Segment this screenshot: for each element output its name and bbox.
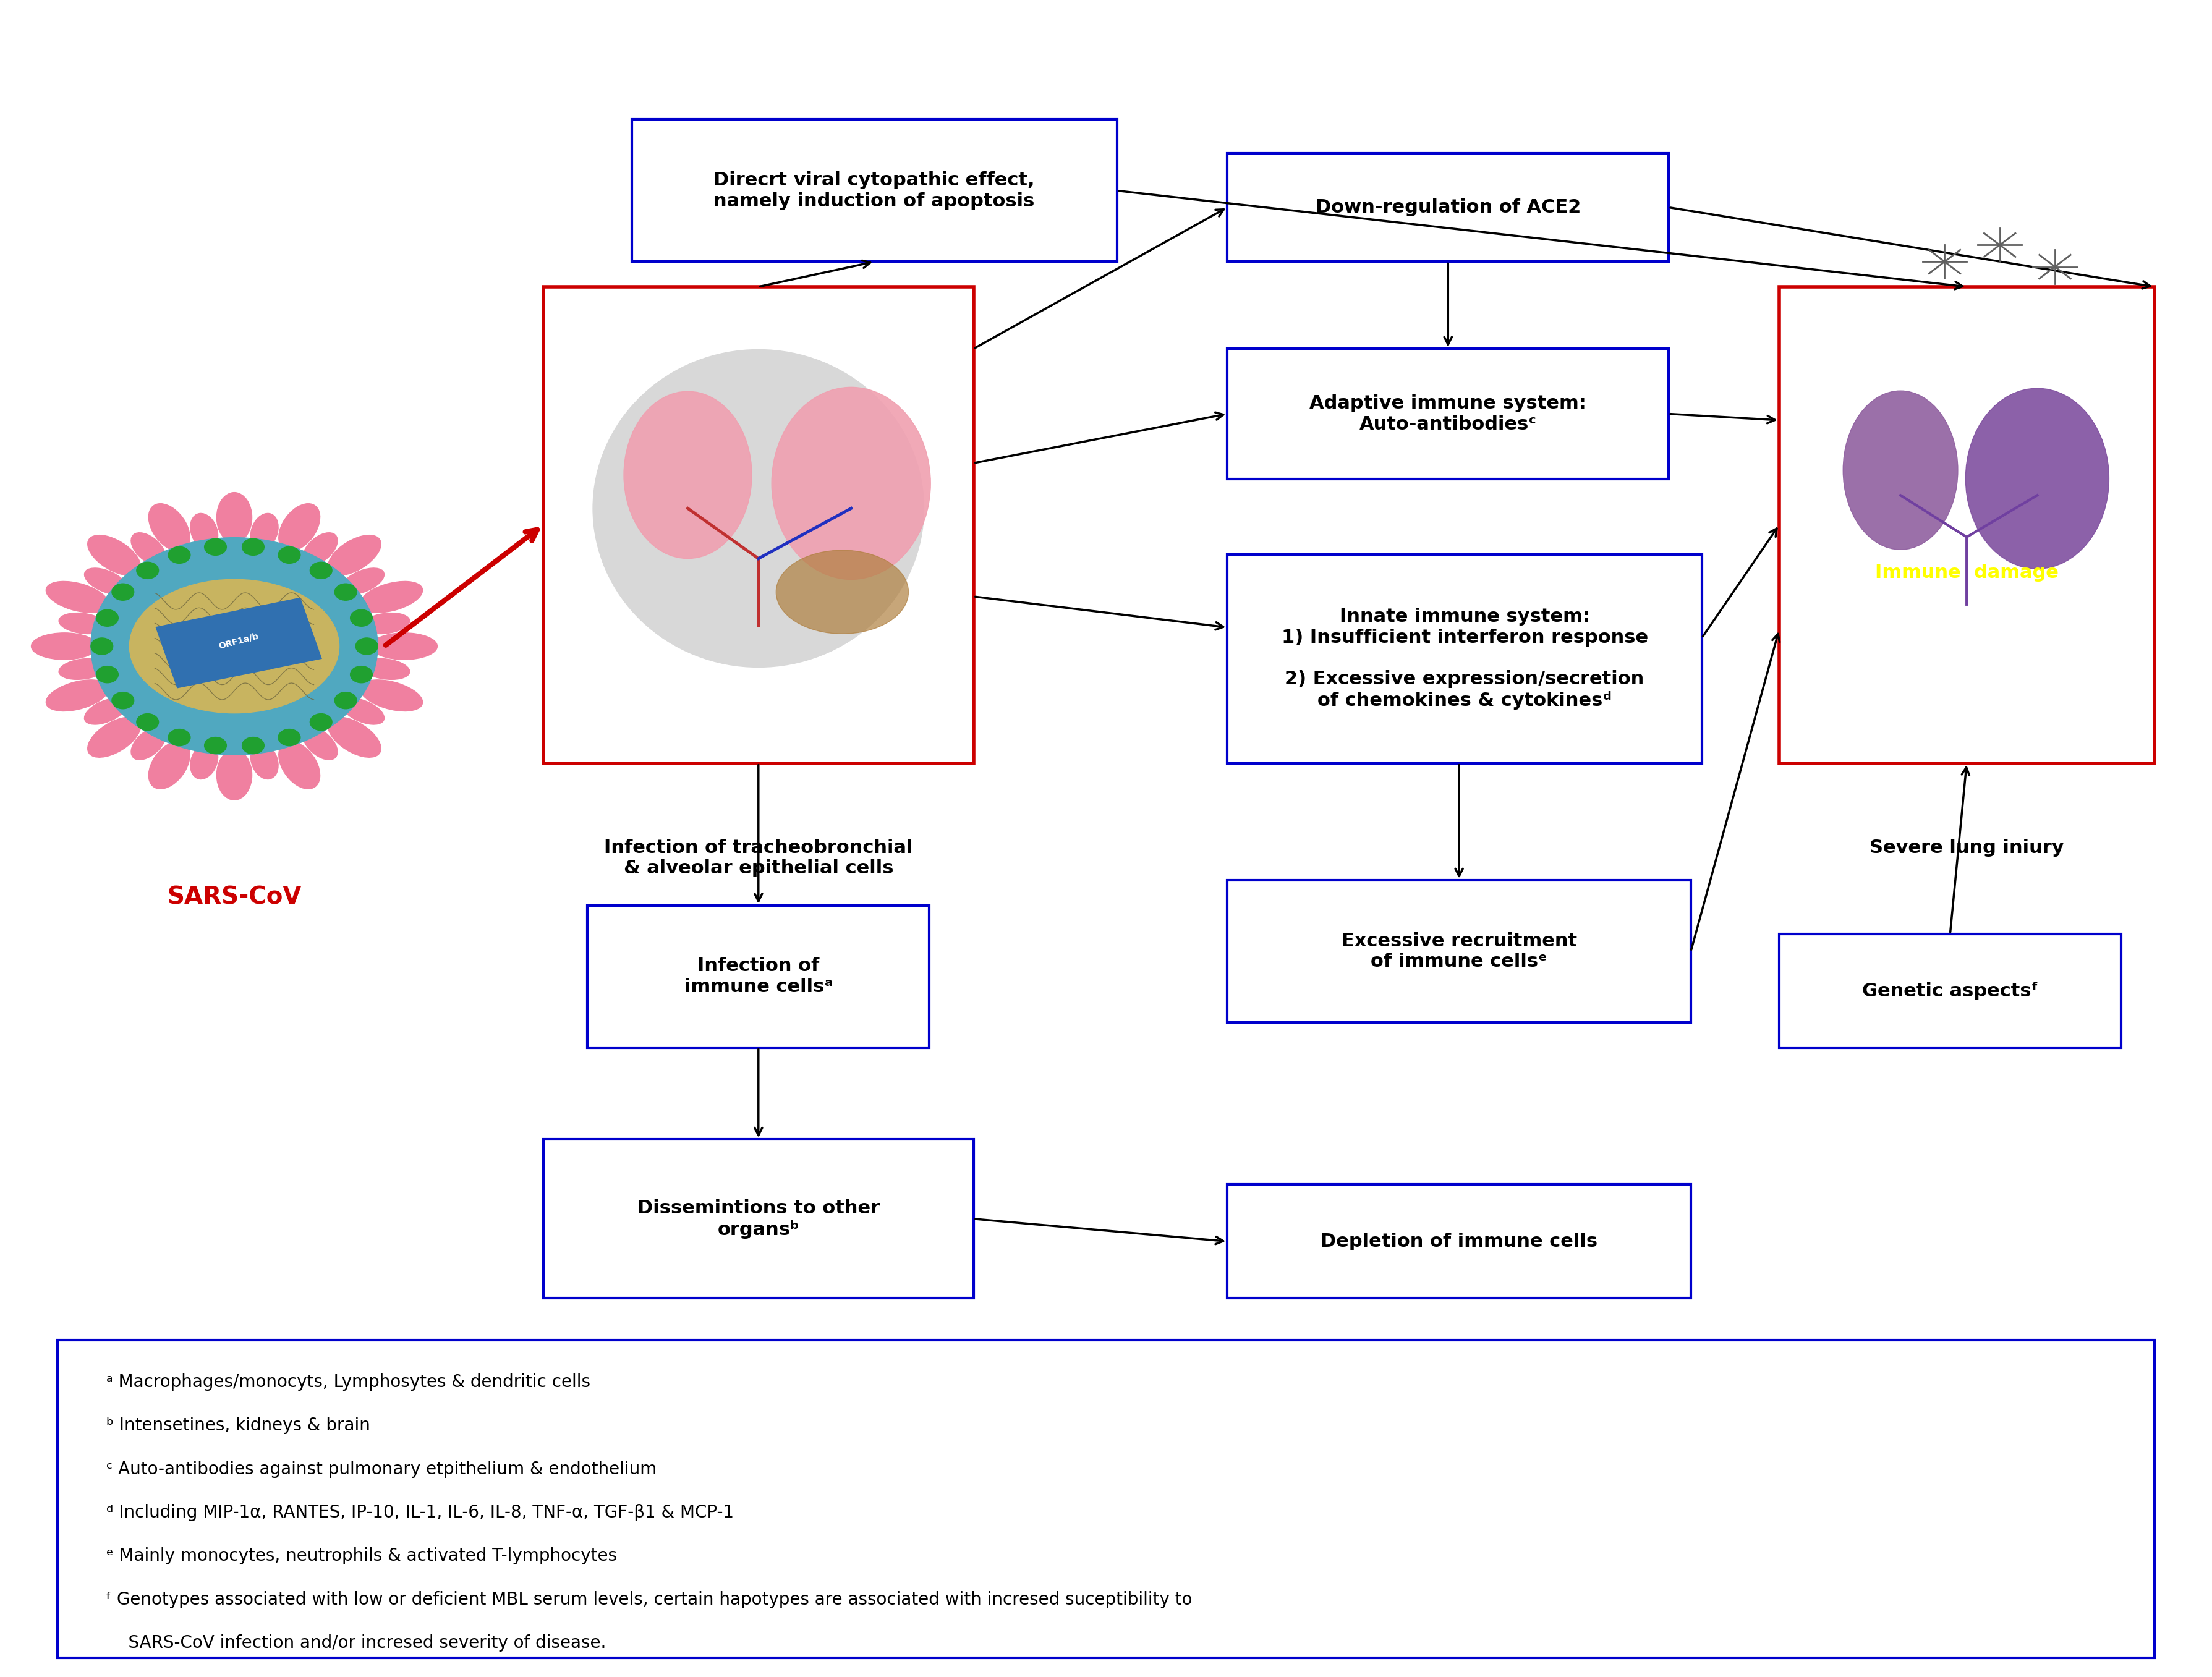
- FancyBboxPatch shape: [544, 1139, 973, 1298]
- Circle shape: [91, 538, 378, 755]
- Ellipse shape: [46, 679, 108, 711]
- FancyBboxPatch shape: [1228, 1184, 1690, 1298]
- Text: Immune  damage: Immune damage: [1876, 563, 2059, 582]
- FancyBboxPatch shape: [588, 906, 929, 1048]
- Ellipse shape: [1843, 391, 1958, 550]
- Ellipse shape: [1966, 389, 2108, 569]
- Text: Dissemintions to other
organsᵇ: Dissemintions to other organsᵇ: [637, 1199, 880, 1239]
- Circle shape: [95, 666, 117, 683]
- Circle shape: [310, 714, 332, 731]
- Ellipse shape: [31, 632, 97, 659]
- Ellipse shape: [88, 535, 142, 575]
- Ellipse shape: [341, 569, 385, 594]
- Ellipse shape: [372, 632, 438, 659]
- Circle shape: [241, 738, 263, 755]
- Ellipse shape: [363, 659, 409, 679]
- Circle shape: [95, 610, 117, 626]
- Circle shape: [334, 693, 356, 709]
- Circle shape: [241, 538, 263, 555]
- Text: Adaptive immune system:
Auto-antibodiesᶜ: Adaptive immune system: Auto-antibodiesᶜ: [1310, 394, 1586, 433]
- Text: ORF1a/b: ORF1a/b: [217, 632, 259, 651]
- Circle shape: [334, 584, 356, 600]
- Text: ᶠ Genotypes associated with low or deficient MBL serum levels, certain hapotypes: ᶠ Genotypes associated with low or defic…: [106, 1591, 1192, 1608]
- Circle shape: [113, 584, 135, 600]
- Ellipse shape: [303, 533, 338, 565]
- Ellipse shape: [279, 741, 321, 788]
- Text: ᵉ Mainly monocytes, neutrophils & activated T-lymphocytes: ᵉ Mainly monocytes, neutrophils & activa…: [106, 1548, 617, 1565]
- Text: Severe lung iniury: Severe lung iniury: [1869, 838, 2064, 857]
- Ellipse shape: [327, 718, 380, 758]
- Ellipse shape: [88, 718, 142, 758]
- Circle shape: [349, 610, 372, 626]
- Text: Excessive recruitment
of immune cellsᵉ: Excessive recruitment of immune cellsᵉ: [1340, 932, 1577, 971]
- Ellipse shape: [46, 582, 108, 612]
- FancyBboxPatch shape: [1228, 555, 1701, 763]
- Circle shape: [137, 562, 159, 579]
- Circle shape: [279, 729, 301, 746]
- Ellipse shape: [303, 728, 338, 760]
- Ellipse shape: [361, 679, 422, 711]
- Polygon shape: [155, 597, 323, 688]
- Ellipse shape: [190, 743, 219, 780]
- Circle shape: [356, 637, 378, 654]
- Text: ᵇ Intensetines, kidneys & brain: ᵇ Intensetines, kidneys & brain: [106, 1417, 369, 1434]
- FancyBboxPatch shape: [1778, 934, 2121, 1048]
- Ellipse shape: [593, 349, 925, 667]
- Ellipse shape: [148, 503, 190, 552]
- Ellipse shape: [327, 535, 380, 575]
- Ellipse shape: [279, 503, 321, 552]
- Text: Genetic aspectsᶠ: Genetic aspectsᶠ: [1863, 981, 2037, 999]
- Ellipse shape: [60, 659, 106, 679]
- Ellipse shape: [250, 513, 279, 550]
- Circle shape: [349, 666, 372, 683]
- Text: Infection of
immune cellsᵃ: Infection of immune cellsᵃ: [684, 958, 832, 996]
- Ellipse shape: [131, 728, 166, 760]
- FancyBboxPatch shape: [58, 1340, 2154, 1657]
- Ellipse shape: [341, 698, 385, 724]
- Ellipse shape: [217, 750, 252, 800]
- Ellipse shape: [131, 533, 166, 565]
- Circle shape: [137, 714, 159, 731]
- Circle shape: [91, 637, 113, 654]
- Ellipse shape: [190, 513, 219, 550]
- Ellipse shape: [84, 698, 128, 724]
- Ellipse shape: [624, 391, 752, 558]
- Text: Depletion of immune cells: Depletion of immune cells: [1321, 1233, 1597, 1251]
- Ellipse shape: [776, 550, 909, 634]
- Circle shape: [168, 547, 190, 563]
- FancyBboxPatch shape: [544, 287, 973, 763]
- Text: Direcrt viral cytopathic effect,
namely induction of apoptosis: Direcrt viral cytopathic effect, namely …: [714, 171, 1035, 210]
- Text: SARS-CoV: SARS-CoV: [168, 885, 301, 909]
- Circle shape: [310, 562, 332, 579]
- Circle shape: [279, 547, 301, 563]
- Text: ᵃ Macrophages/monocyts, Lymphosytes & dendritic cells: ᵃ Macrophages/monocyts, Lymphosytes & de…: [106, 1373, 591, 1390]
- Text: ᶜ Auto-antibodies against pulmonary etpithelium & endothelium: ᶜ Auto-antibodies against pulmonary etpi…: [106, 1461, 657, 1477]
- Text: SARS-CoV infection and/or incresed severity of disease.: SARS-CoV infection and/or incresed sever…: [106, 1635, 606, 1652]
- Text: Innate immune system:
1) Insufficient interferon response

2) Excessive expressi: Innate immune system: 1) Insufficient in…: [1281, 607, 1648, 709]
- Ellipse shape: [131, 579, 338, 713]
- Ellipse shape: [84, 569, 128, 594]
- FancyBboxPatch shape: [1228, 349, 1668, 480]
- Ellipse shape: [363, 612, 409, 634]
- FancyBboxPatch shape: [1228, 880, 1690, 1023]
- Text: Infection of tracheobronchial
& alveolar epithelial cells: Infection of tracheobronchial & alveolar…: [604, 838, 914, 877]
- Circle shape: [204, 738, 226, 755]
- Circle shape: [168, 729, 190, 746]
- Ellipse shape: [217, 493, 252, 543]
- FancyBboxPatch shape: [1228, 153, 1668, 262]
- Ellipse shape: [772, 387, 931, 580]
- FancyBboxPatch shape: [633, 119, 1117, 262]
- Ellipse shape: [60, 612, 106, 634]
- Circle shape: [113, 693, 135, 709]
- Text: ᵈ Including MIP-1α, RANTES, IP-10, IL-1, IL-6, IL-8, TNF-α, TGF-β1 & MCP-1: ᵈ Including MIP-1α, RANTES, IP-10, IL-1,…: [106, 1504, 734, 1521]
- Ellipse shape: [361, 582, 422, 612]
- Text: Down-regulation of ACE2: Down-regulation of ACE2: [1316, 198, 1582, 216]
- Circle shape: [204, 538, 226, 555]
- Ellipse shape: [148, 741, 190, 788]
- Ellipse shape: [250, 743, 279, 780]
- FancyBboxPatch shape: [1778, 287, 2154, 763]
